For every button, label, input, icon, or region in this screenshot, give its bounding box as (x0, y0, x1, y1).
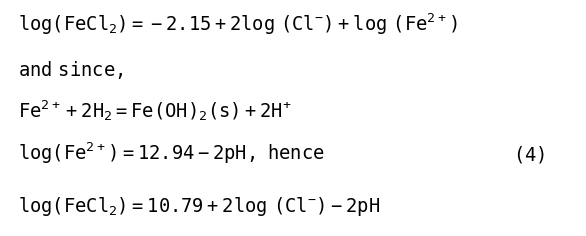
Text: $\mathtt{and\ since,}$: $\mathtt{and\ since,}$ (18, 59, 123, 80)
Text: $\mathtt{log(FeCl_2) = 10.79 + 2log\ (Cl^{-}) - 2pH}$: $\mathtt{log(FeCl_2) = 10.79 + 2log\ (Cl… (18, 195, 380, 218)
Text: $\mathtt{(4)}$: $\mathtt{(4)}$ (513, 144, 545, 165)
Text: $\mathtt{Fe^{2+} + 2H_2 = Fe(OH)_2(s) + 2H^{+}}$: $\mathtt{Fe^{2+} + 2H_2 = Fe(OH)_2(s) + … (18, 98, 291, 123)
Text: $\mathtt{log(Fe^{2+}) = 12.94 - 2pH,\ hence}$: $\mathtt{log(Fe^{2+}) = 12.94 - 2pH,\ he… (18, 141, 324, 166)
Text: $\mathtt{log(FeCl_2) = -2.15 + 2log\ (Cl^{-}) + log\ (Fe^{2+})}$: $\mathtt{log(FeCl_2) = -2.15 + 2log\ (Cl… (18, 11, 457, 37)
